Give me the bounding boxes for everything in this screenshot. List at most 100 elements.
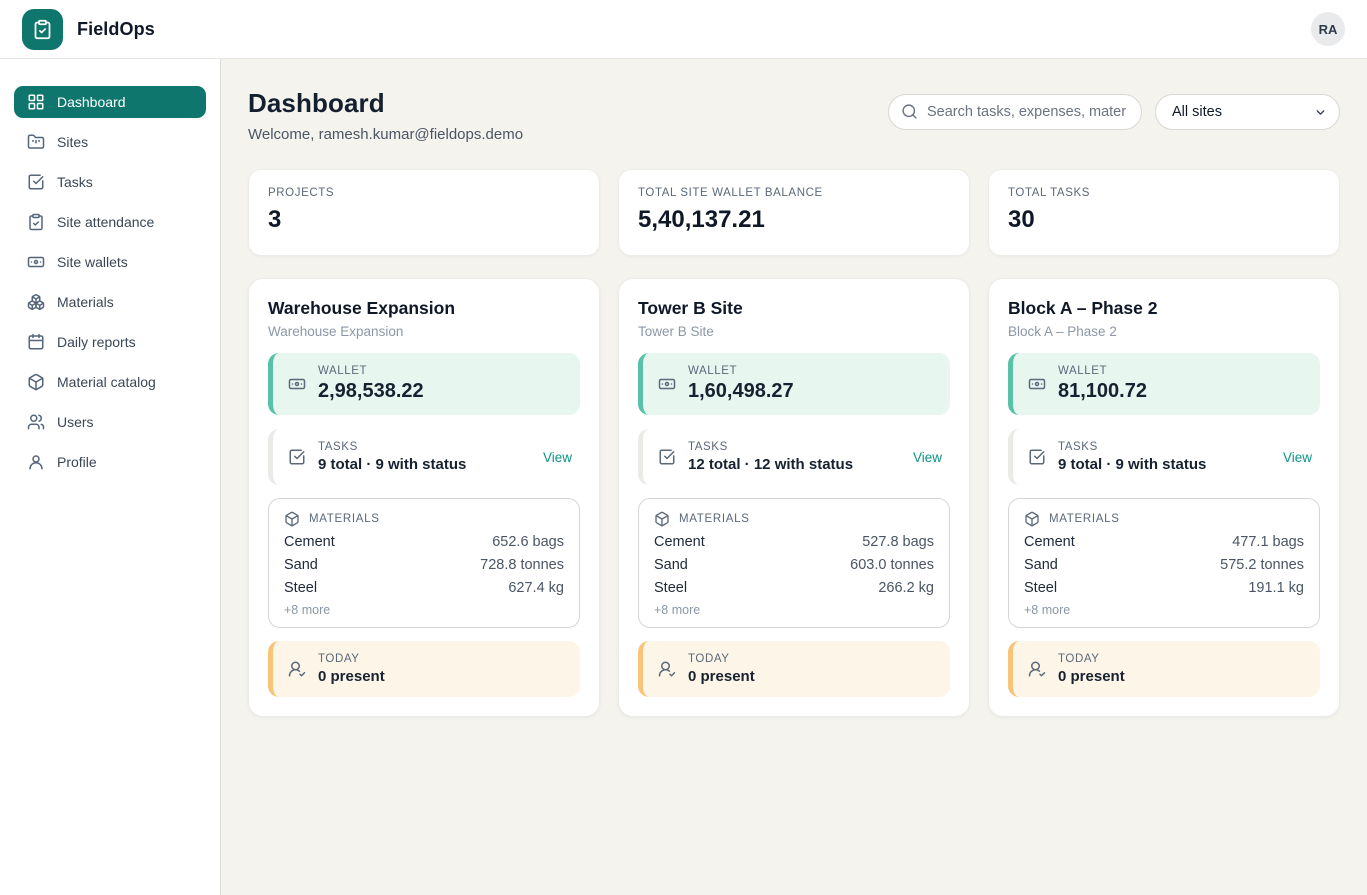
wallet-tile: WALLET 1,60,498.27 [638, 353, 950, 415]
wallet-label: WALLET [1058, 365, 1108, 377]
wallet-balance: 81,100.72 [1058, 380, 1147, 402]
site-filter: All sites [1155, 94, 1340, 130]
material-row: Cement 652.6 bags [284, 534, 564, 550]
site-filter-select[interactable]: All sites [1155, 94, 1340, 130]
sidebar: Dashboard Sites Tasks Site attendance Si… [0, 59, 221, 895]
package-icon [1024, 511, 1040, 527]
today-label: TODAY [688, 653, 730, 665]
tasks-label: TASKS [1058, 441, 1098, 453]
material-name: Sand [654, 557, 688, 573]
search-box [888, 94, 1142, 130]
sidebar-item-label: Users [57, 414, 94, 430]
user-check-icon [1028, 660, 1046, 678]
sidebar-item-label: Sites [57, 134, 89, 150]
materials-box: MATERIALS Cement 477.1 bags Sand 575.2 t… [1008, 498, 1320, 628]
sidebar-item-label: Dashboard [57, 94, 126, 110]
page-title: Dashboard [248, 88, 385, 118]
material-row: Sand 575.2 tonnes [1024, 557, 1304, 573]
search-icon [901, 103, 918, 120]
material-name: Steel [654, 580, 688, 596]
sidebar-item-tasks[interactable]: Tasks [14, 166, 206, 198]
welcome-text: Welcome, ramesh.kumar@fieldops.demo [248, 126, 524, 143]
boxes-icon [27, 293, 45, 311]
wallet-tile: WALLET 2,98,538.22 [268, 353, 580, 415]
users-icon [27, 413, 45, 431]
material-row: Sand 603.0 tonnes [654, 557, 934, 573]
materials-label: MATERIALS [1049, 513, 1120, 525]
sidebar-item-label: Daily reports [57, 334, 136, 350]
top-bar: FieldOps RA [0, 0, 1367, 59]
material-name: Sand [284, 557, 318, 573]
sidebar-item-site-wallets[interactable]: Site wallets [14, 246, 206, 278]
material-row: Cement 527.8 bags [654, 534, 934, 550]
material-name: Steel [1024, 580, 1058, 596]
tasks-summary: 9 total · 9 with status [1058, 456, 1207, 473]
project-name: Warehouse Expansion [268, 298, 456, 318]
tasks-summary: 12 total · 12 with status [688, 456, 854, 473]
sidebar-item-site-attendance[interactable]: Site attendance [14, 206, 206, 238]
tasks-summary: 9 total · 9 with status [318, 456, 467, 473]
sidebar-item-label: Site wallets [57, 254, 128, 270]
material-row: Steel 191.1 kg [1024, 580, 1304, 596]
attendance-value: 0 present [688, 668, 755, 685]
material-qty: 191.1 kg [1248, 580, 1304, 596]
material-row: Sand 728.8 tonnes [284, 557, 564, 573]
tasks-tile: TASKS 12 total · 12 with status View [638, 429, 950, 485]
material-qty: 527.8 bags [862, 534, 934, 550]
sidebar-item-materials[interactable]: Materials [14, 286, 206, 318]
sidebar-item-label: Material catalog [57, 374, 156, 390]
project-subtitle: Block A – Phase 2 [1008, 324, 1117, 339]
stat-value: 3 [268, 206, 282, 233]
material-row: Steel 266.2 kg [654, 580, 934, 596]
materials-label: MATERIALS [679, 513, 750, 525]
material-qty: 652.6 bags [492, 534, 564, 550]
wallet-tile: WALLET 81,100.72 [1008, 353, 1320, 415]
search-input[interactable] [888, 94, 1142, 130]
sidebar-item-profile[interactable]: Profile [14, 446, 206, 478]
wallet-label: WALLET [688, 365, 738, 377]
tasks-label: TASKS [688, 441, 728, 453]
material-name: Sand [1024, 557, 1058, 573]
material-qty: 627.4 kg [508, 580, 564, 596]
project-subtitle: Tower B Site [638, 324, 714, 339]
more-materials: +8 more [654, 603, 701, 617]
stat-card-total-tasks: TOTAL TASKS 30 [988, 169, 1340, 256]
materials-label: MATERIALS [309, 513, 380, 525]
view-tasks-link[interactable]: View [912, 449, 942, 465]
view-tasks-link[interactable]: View [542, 449, 572, 465]
stat-value: 30 [1008, 206, 1035, 233]
tasks-label: TASKS [318, 441, 358, 453]
sidebar-item-users[interactable]: Users [14, 406, 206, 438]
material-qty: 477.1 bags [1232, 534, 1304, 550]
sidebar-item-dashboard[interactable]: Dashboard [14, 86, 206, 118]
stat-card-wallet-balance: TOTAL SITE WALLET BALANCE 5,40,137.21 [618, 169, 970, 256]
banknote-icon [1028, 375, 1046, 393]
view-tasks-link[interactable]: View [1282, 449, 1312, 465]
user-check-icon [288, 660, 306, 678]
project-name: Tower B Site [638, 298, 743, 318]
project-card: Block A – Phase 2 Block A – Phase 2 WALL… [988, 278, 1340, 717]
material-qty: 728.8 tonnes [480, 557, 564, 573]
sidebar-item-label: Materials [57, 294, 114, 310]
attendance-value: 0 present [318, 668, 385, 685]
package-icon [654, 511, 670, 527]
sidebar-item-sites[interactable]: Sites [14, 126, 206, 158]
sidebar-item-daily-reports[interactable]: Daily reports [14, 326, 206, 358]
layout-grid-icon [27, 93, 45, 111]
user-avatar[interactable]: RA [1311, 12, 1345, 46]
package-icon [284, 511, 300, 527]
project-cards: Warehouse Expansion Warehouse Expansion … [248, 278, 1340, 717]
project-card: Warehouse Expansion Warehouse Expansion … [248, 278, 600, 717]
banknote-icon [658, 375, 676, 393]
more-materials: +8 more [284, 603, 331, 617]
sidebar-item-label: Profile [57, 454, 97, 470]
project-card: Tower B Site Tower B Site WALLET 1,60,49… [618, 278, 970, 717]
today-label: TODAY [1058, 653, 1100, 665]
material-qty: 266.2 kg [878, 580, 934, 596]
sidebar-item-material-catalog[interactable]: Material catalog [14, 366, 206, 398]
more-materials: +8 more [1024, 603, 1071, 617]
stat-label: TOTAL TASKS [1008, 187, 1091, 199]
user-icon [27, 453, 45, 471]
project-subtitle: Warehouse Expansion [268, 324, 404, 339]
user-check-icon [658, 660, 676, 678]
